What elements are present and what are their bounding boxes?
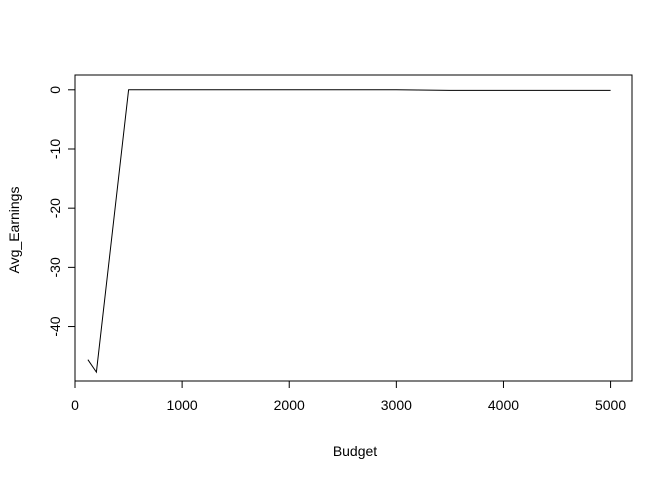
x-tick-label: 1000 [167,397,198,413]
x-tick-label: 0 [71,397,79,413]
y-tick-label: -20 [47,198,63,218]
series-layer [87,89,611,374]
x-tick-label: 3000 [381,397,412,413]
y-tick-label: 0 [47,86,63,94]
y-axis: 0 -10 -20 -30 -40 [47,86,76,337]
x-tick-label: 2000 [274,397,305,413]
series-line-0 [87,89,611,374]
y-axis-title: Avg_Earnings [6,187,22,274]
x-tick-label: 4000 [488,397,519,413]
y-tick-label: -10 [47,139,63,159]
plot-box [74,74,633,382]
x-tick-label: 5000 [595,397,626,413]
y-tick-label: -30 [47,257,63,277]
x-axis-title: Budget [333,443,377,459]
x-axis: 0 1000 2000 3000 4000 5000 [71,380,626,413]
y-tick-label: -40 [47,316,63,336]
